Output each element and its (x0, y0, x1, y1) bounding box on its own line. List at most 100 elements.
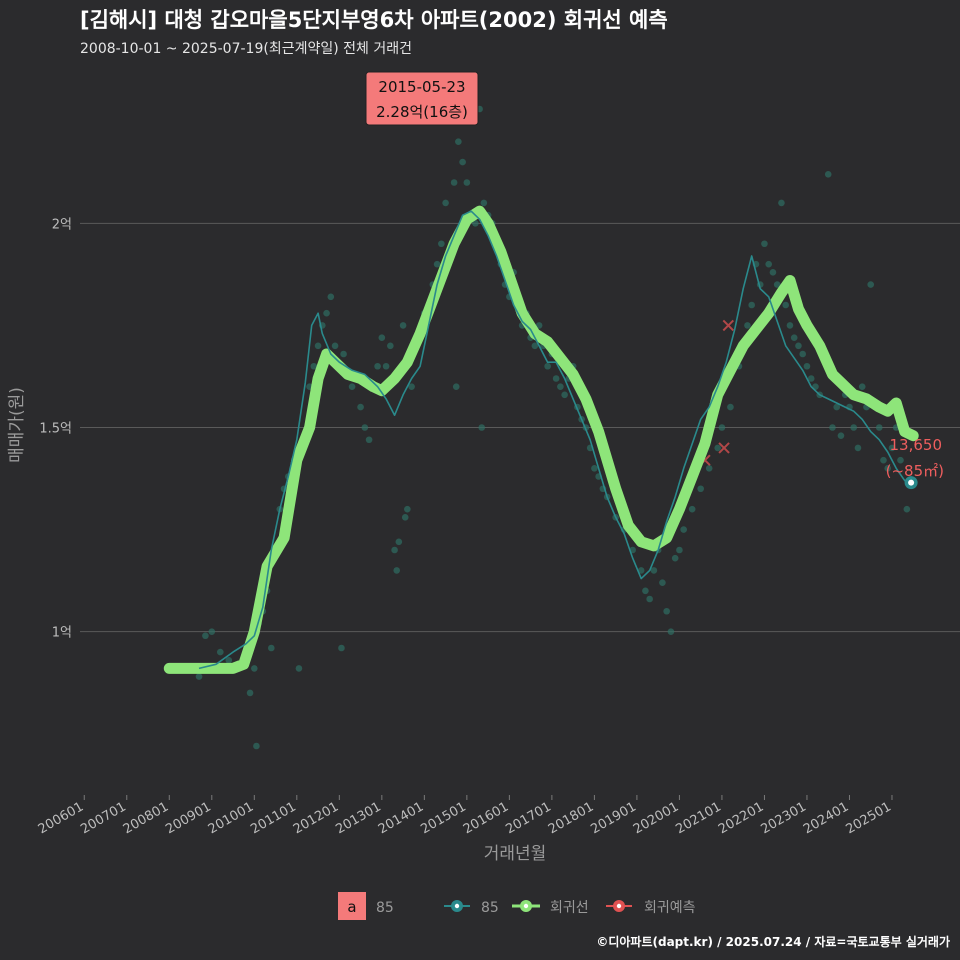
x-tick-label: 202001 (631, 799, 681, 837)
legend-item-regression: 회귀선 (512, 900, 589, 916)
regression-line (163, 205, 919, 674)
transaction-point (850, 424, 858, 431)
transaction-point (671, 554, 679, 562)
transaction-point (357, 403, 364, 411)
chart-title: [김해시] 대청 갑오마을5단지부영6차 아파트(2002) 회귀선 예측 (80, 8, 668, 32)
transaction-point (680, 526, 687, 533)
transaction-point (452, 383, 460, 390)
transaction-point (340, 350, 347, 358)
x-tick-label: 201301 (333, 799, 383, 837)
transaction-point (642, 587, 649, 595)
price-line-85 (198, 210, 912, 670)
legend-regression-dot-inner (523, 903, 529, 909)
transaction-point (782, 301, 790, 309)
legend-area-key (338, 892, 366, 920)
transaction-point (463, 179, 471, 186)
transaction-point (880, 456, 887, 464)
forecast-point (722, 319, 735, 332)
transaction-point (646, 595, 653, 603)
transaction-point (888, 444, 896, 452)
transaction-point (854, 444, 862, 452)
transaction-point (837, 432, 845, 439)
transaction-point (748, 301, 755, 309)
legend-item-forecast: 회귀예측 (606, 900, 696, 916)
transaction-point (718, 424, 726, 431)
transaction-point (824, 171, 832, 178)
transaction-point (769, 269, 777, 276)
transaction-point (807, 375, 815, 382)
x-tick-label: 202201 (716, 799, 766, 837)
transaction-point (535, 322, 543, 329)
transaction-point (338, 644, 345, 652)
transaction-point (216, 648, 224, 656)
transaction-point (531, 342, 539, 350)
x-tick-label: 200701 (78, 799, 128, 837)
forecast-layer (699, 319, 735, 466)
transaction-point (790, 334, 798, 341)
legend-forecast-dot-inner (616, 903, 622, 909)
transaction-point (401, 514, 409, 521)
transaction-point (903, 505, 911, 513)
x-tick-label: 201101 (248, 799, 298, 837)
transaction-point (327, 293, 335, 301)
source-credit: ©디아파트(dapt.kr) / 2025.07.24 / 자료=국토교통부 실… (596, 935, 950, 949)
transaction-point (778, 199, 785, 207)
x-tick-label: 202501 (843, 799, 893, 837)
transaction-point (714, 444, 721, 452)
end-label-price: 13,650 (890, 436, 943, 454)
peak-callout-box (365, 71, 479, 126)
legend-item-85: 85 (444, 900, 499, 916)
transaction-point (295, 665, 303, 672)
transaction-point (659, 579, 666, 586)
legend-85-dot-inner (454, 903, 460, 909)
transaction-point (650, 567, 658, 574)
transaction-point (561, 391, 568, 399)
x-tick-label: 200901 (163, 799, 213, 837)
x-tick-label: 202101 (673, 799, 723, 837)
transaction-point (544, 362, 551, 370)
transaction-point (786, 322, 794, 329)
transaction-point (399, 322, 407, 329)
legend-regression-label: 회귀선 (550, 900, 589, 916)
legend-area-label: 85 (376, 900, 394, 916)
peak-callout: 2015-05-23 2.28억(16층) (365, 71, 479, 126)
transaction-point (408, 383, 415, 390)
legend-85-label: 85 (481, 900, 499, 916)
transaction-point (253, 742, 260, 750)
transaction-point (744, 322, 751, 329)
x-tick-label: 201201 (291, 799, 341, 837)
transaction-point (314, 342, 322, 350)
transaction-point (803, 362, 811, 370)
transaction-point (438, 240, 445, 248)
transaction-point (250, 665, 258, 672)
transaction-point (246, 689, 254, 697)
transaction-point (433, 260, 441, 268)
x-tick-label: 201701 (503, 799, 553, 837)
x-tick-label: 202401 (801, 799, 851, 837)
transaction-point (391, 546, 398, 554)
transaction-point (442, 199, 449, 207)
transaction-point (387, 342, 394, 350)
transaction-point (348, 383, 356, 390)
transaction-point (331, 342, 339, 350)
legend: a 85 85 회귀선 회귀예측 (338, 892, 696, 920)
transaction-point (663, 607, 670, 615)
transaction-point (688, 505, 696, 513)
x-tick-label: 200801 (121, 799, 171, 837)
marker-layer (904, 476, 918, 490)
transaction-point (552, 375, 560, 382)
y-axis-title: 매매가(원) (7, 387, 27, 463)
x-axis-title: 거래년월 (484, 844, 547, 864)
transaction-point (884, 465, 892, 472)
transaction-point (727, 403, 734, 411)
transaction-point (773, 281, 781, 288)
transaction-point (323, 309, 330, 317)
x-tick-label: 200601 (36, 799, 86, 837)
y-tick-label: 2억 (52, 217, 72, 232)
transaction-point (858, 383, 866, 390)
x-tick-label: 201801 (546, 799, 596, 837)
transaction-point (557, 383, 564, 390)
y-tick-label: 1억 (52, 626, 72, 641)
peak-callout-price: 2.28억(16층) (376, 103, 468, 121)
x-tick-label: 201901 (588, 799, 638, 837)
